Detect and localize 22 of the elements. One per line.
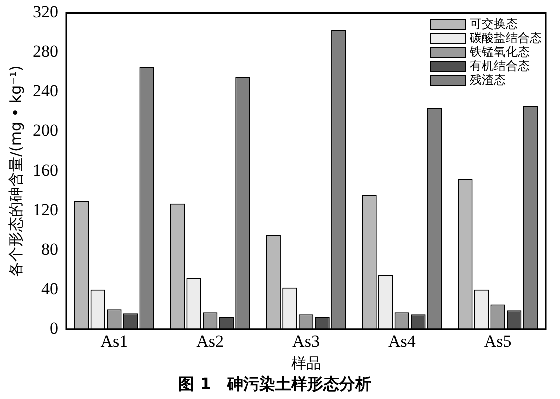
y-tick-label: 160: [33, 160, 58, 180]
legend-label: 残渣态: [470, 73, 506, 88]
y-tick-label: 120: [33, 200, 58, 220]
x-tick-label: As1: [100, 332, 128, 352]
legend-label: 铁锰氧化态: [470, 45, 530, 60]
x-tick-label: As4: [388, 332, 416, 352]
legend-label: 有机结合态: [470, 59, 530, 74]
y-tick-label: 200: [33, 121, 58, 140]
y-tick-label: 320: [33, 2, 58, 22]
y-tick-label: 40: [42, 279, 58, 298]
legend-label: 碳酸盐结合态: [470, 31, 542, 46]
x-tick-label: As5: [484, 332, 512, 352]
x-tick-label: As3: [292, 332, 320, 352]
y-axis-title: 各个形态的砷含量/(mg • kg⁻¹): [6, 66, 25, 278]
text: 图 1 砷污染土样形态分析: [178, 374, 372, 394]
legend-label: 可交换态: [470, 17, 518, 32]
x-axis-title: 样品: [291, 354, 322, 373]
y-tick-label: 280: [33, 42, 58, 62]
y-tick-label: 0: [50, 318, 58, 338]
x-tick-label: As2: [196, 332, 224, 352]
y-tick-label: 240: [33, 82, 58, 101]
y-tick-label: 80: [42, 240, 58, 259]
